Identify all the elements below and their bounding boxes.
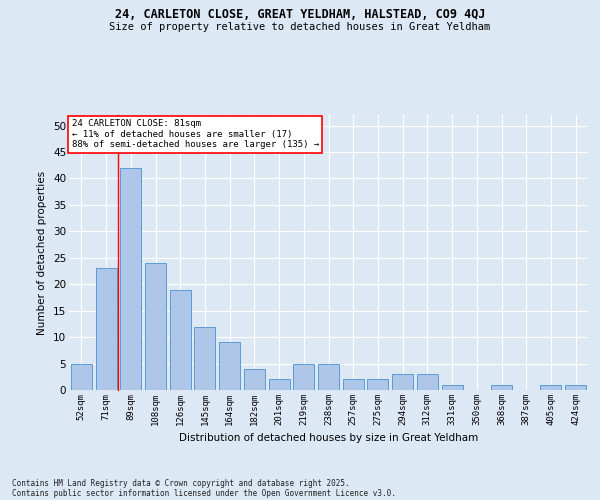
Y-axis label: Number of detached properties: Number of detached properties — [37, 170, 47, 334]
Bar — [541, 384, 562, 390]
Bar — [145, 263, 166, 390]
Text: 24, CARLETON CLOSE, GREAT YELDHAM, HALSTEAD, CO9 4QJ: 24, CARLETON CLOSE, GREAT YELDHAM, HALST… — [115, 8, 485, 20]
Bar — [120, 168, 141, 390]
Bar — [170, 290, 191, 390]
Bar — [194, 326, 215, 390]
Bar — [293, 364, 314, 390]
Text: 24 CARLETON CLOSE: 81sqm
← 11% of detached houses are smaller (17)
88% of semi-d: 24 CARLETON CLOSE: 81sqm ← 11% of detach… — [71, 119, 319, 149]
Bar — [417, 374, 438, 390]
Text: Contains HM Land Registry data © Crown copyright and database right 2025.: Contains HM Land Registry data © Crown c… — [12, 478, 350, 488]
Bar — [269, 380, 290, 390]
Bar — [442, 384, 463, 390]
Bar — [343, 380, 364, 390]
Bar — [392, 374, 413, 390]
Bar — [367, 380, 388, 390]
Bar — [219, 342, 240, 390]
Text: Contains public sector information licensed under the Open Government Licence v3: Contains public sector information licen… — [12, 488, 396, 498]
Text: Size of property relative to detached houses in Great Yeldham: Size of property relative to detached ho… — [109, 22, 491, 32]
Bar — [491, 384, 512, 390]
Bar — [71, 364, 92, 390]
Bar — [244, 369, 265, 390]
X-axis label: Distribution of detached houses by size in Great Yeldham: Distribution of detached houses by size … — [179, 434, 478, 444]
Bar — [318, 364, 339, 390]
Bar — [95, 268, 116, 390]
Bar — [565, 384, 586, 390]
